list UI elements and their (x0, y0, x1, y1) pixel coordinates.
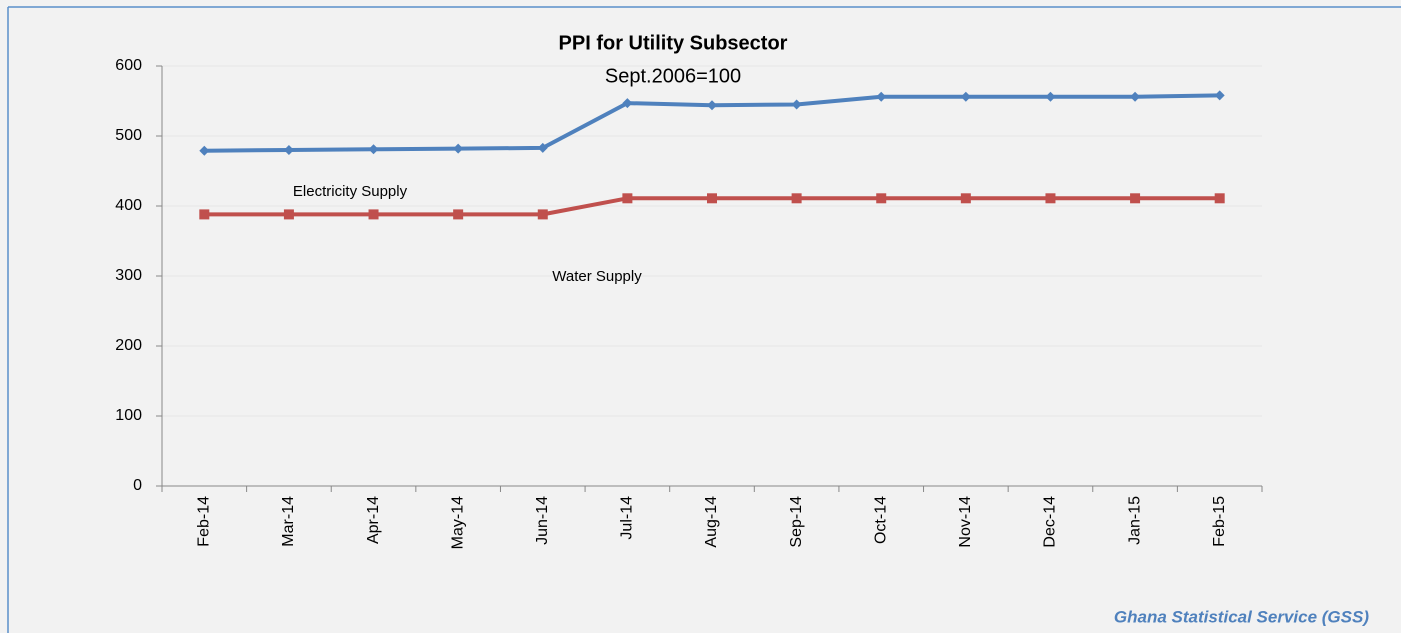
marker (368, 144, 379, 155)
x-tick-label: Feb-14 (196, 496, 213, 547)
marker (453, 209, 464, 220)
series-label: Electricity Supply (293, 183, 408, 200)
marker (960, 91, 971, 102)
marker (537, 209, 548, 220)
x-tick-label: Dec-14 (1042, 496, 1059, 548)
marker (876, 91, 887, 102)
x-tick-label: Aug-14 (703, 496, 720, 548)
y-tick-label: 600 (115, 57, 142, 74)
marker (1130, 91, 1141, 102)
series-label: Water Supply (552, 268, 642, 285)
chart-subtitle: Sept.2006=100 (605, 65, 741, 87)
marker (199, 209, 210, 220)
y-tick-label: 100 (115, 407, 142, 424)
x-tick-label: Mar-14 (280, 496, 297, 547)
marker (791, 99, 802, 110)
y-tick-label: 200 (115, 337, 142, 354)
x-tick-label: Jan-15 (1126, 496, 1143, 545)
y-tick-label: 0 (133, 477, 142, 494)
marker (283, 209, 294, 220)
marker (707, 100, 717, 111)
marker (453, 143, 464, 154)
marker (1214, 90, 1225, 101)
marker (622, 98, 633, 109)
marker (707, 193, 717, 204)
x-tick-label: Nov-14 (957, 496, 974, 548)
x-tick-label: Jul-14 (619, 496, 636, 540)
marker (791, 193, 802, 204)
marker (1045, 193, 1056, 204)
x-tick-label: May-14 (449, 496, 466, 549)
x-tick-label: Apr-14 (365, 496, 382, 544)
marker (537, 142, 548, 153)
marker (1045, 91, 1056, 102)
marker (368, 209, 379, 220)
x-tick-label: Oct-14 (872, 496, 889, 544)
marker (199, 145, 210, 156)
marker (960, 193, 971, 204)
x-tick-label: Sep-14 (788, 496, 805, 548)
marker (876, 193, 887, 204)
source-note: Ghana Statistical Service (GSS) (1114, 607, 1369, 626)
marker (1130, 193, 1141, 204)
y-tick-label: 500 (115, 127, 142, 144)
y-tick-label: 400 (115, 197, 142, 214)
x-tick-label: Feb-15 (1211, 496, 1228, 547)
chart-title: PPI for Utility Subsector (559, 32, 788, 54)
marker (283, 145, 294, 155)
y-tick-label: 300 (115, 267, 142, 284)
marker (1214, 193, 1225, 204)
x-tick-label: Jun-14 (534, 496, 551, 545)
marker (622, 193, 633, 204)
